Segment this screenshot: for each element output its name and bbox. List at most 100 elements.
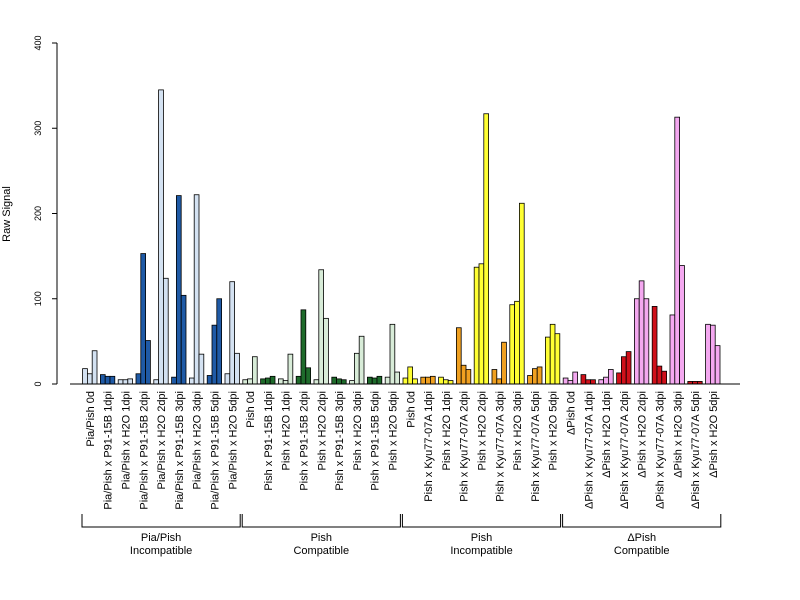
- bar: [109, 375, 116, 385]
- bar: [287, 353, 294, 385]
- bar: [549, 323, 556, 385]
- bar: [394, 371, 400, 385]
- bar: [295, 375, 302, 385]
- bar: [580, 374, 587, 385]
- bar: [340, 379, 347, 385]
- category-label: Pish x H2O 5dpi: [388, 391, 400, 470]
- category-label: ΔPish x H2O 2dpi: [637, 391, 649, 478]
- category-label: ΔPish x Kyu77-07A 5dpi: [690, 391, 702, 509]
- bar: [496, 378, 502, 385]
- bar: [572, 371, 578, 385]
- group-bracket: [401, 514, 562, 528]
- category-label: Pia/Pish x P91-15B 5dpi: [210, 391, 222, 510]
- bar: [313, 379, 320, 385]
- bar: [82, 368, 88, 385]
- bar: [661, 370, 667, 385]
- bar: [242, 379, 249, 385]
- bar: [171, 376, 177, 385]
- category-label: Pish x H2O 5dpi: [548, 391, 560, 470]
- category-label: ΔPish x Kyu77-07A 2dpi: [619, 391, 631, 509]
- category-label: Pish x H2O 3dpi: [512, 391, 524, 470]
- bar: [188, 377, 195, 385]
- bar: [460, 364, 467, 385]
- category-label: ΔPish x Kyu77-07A 3dpi: [655, 391, 667, 509]
- bar: [656, 365, 663, 385]
- bar: [318, 269, 324, 385]
- bar: [104, 375, 111, 385]
- bar: [251, 356, 258, 385]
- bar: [224, 373, 231, 385]
- bar: [234, 352, 240, 385]
- category-label: Pia/Pish x H2O 2dpi: [156, 391, 168, 489]
- bar: [536, 366, 543, 385]
- bar: [483, 113, 489, 385]
- bar: [447, 380, 454, 385]
- bar: [554, 333, 561, 385]
- y-tick-label: 0: [33, 381, 43, 386]
- bar: [384, 376, 391, 385]
- bar: [193, 194, 200, 385]
- bar: [211, 324, 218, 385]
- bar: [638, 280, 645, 385]
- bar: [358, 335, 365, 385]
- bar: [621, 356, 627, 385]
- bar: [122, 379, 129, 385]
- category-label: Pish x H2O 3dpi: [352, 391, 364, 470]
- bar: [162, 277, 169, 385]
- category-label: ΔPish x Kyu77-07A 1dpi: [583, 391, 595, 509]
- category-label: Pish x Kyu77-07A 5dpi: [530, 391, 542, 502]
- bar: [491, 369, 498, 385]
- category-label: Pish x P91-15B 1dpi: [263, 391, 275, 491]
- category-labels: Pia/Pish 0d Pia/Pish x P91-15B 1dpi Pia/Pi…: [85, 391, 720, 510]
- category-label: Pia/Pish x P91-15B 3dpi: [174, 391, 186, 510]
- bar: [669, 314, 676, 385]
- bar: [429, 375, 436, 385]
- bar: [438, 376, 444, 385]
- bar: [87, 373, 93, 385]
- bar: [455, 327, 462, 385]
- category-label: Pish x P91-15B 5dpi: [370, 391, 382, 491]
- bar: [389, 323, 396, 385]
- bar: [100, 374, 106, 385]
- bar: [247, 378, 253, 385]
- bar: [277, 378, 284, 385]
- bar: [353, 352, 360, 385]
- y-tick-label: 100: [33, 291, 43, 306]
- bar: [349, 380, 355, 385]
- category-label: ΔPish x H2O 3dpi: [672, 391, 684, 478]
- category-label: Pish x Kyu77-07A 2dpi: [459, 391, 471, 502]
- category-label: Pia/Pish 0d: [85, 391, 97, 447]
- bar: [127, 378, 134, 385]
- category-label: ΔPish x H2O 5dpi: [708, 391, 720, 478]
- bar: [674, 116, 680, 385]
- group-brackets: Pia/PishIncompatiblePishCompatiblePishIn…: [81, 514, 722, 557]
- bar: [527, 375, 533, 385]
- bar: [376, 375, 383, 385]
- group-label-line2: Compatible: [614, 545, 670, 557]
- bar: [608, 369, 614, 385]
- bar: [336, 378, 342, 385]
- y-tick-label: 200: [33, 206, 43, 221]
- bar: [145, 340, 151, 385]
- category-label: Pish 0d: [405, 391, 417, 428]
- bar: [532, 368, 538, 385]
- bar: [585, 379, 591, 385]
- category-label: Pia/Pish x H2O 3dpi: [192, 391, 204, 489]
- bar: [514, 300, 520, 385]
- group-bracket: [81, 514, 241, 528]
- category-label: Pish 0d: [245, 391, 257, 428]
- bar: [478, 263, 485, 385]
- bar: [407, 366, 413, 385]
- bar: [117, 379, 124, 385]
- bar: [282, 380, 289, 385]
- bar: [323, 317, 329, 385]
- bar: [260, 378, 266, 385]
- bar: [412, 378, 418, 385]
- bar: [216, 298, 223, 385]
- group-label-line2: Incompatible: [130, 545, 192, 557]
- bar: [651, 306, 658, 385]
- y-axis: 0 100 200 300 400: [33, 35, 58, 387]
- bar: [366, 376, 373, 385]
- bar: [590, 379, 596, 385]
